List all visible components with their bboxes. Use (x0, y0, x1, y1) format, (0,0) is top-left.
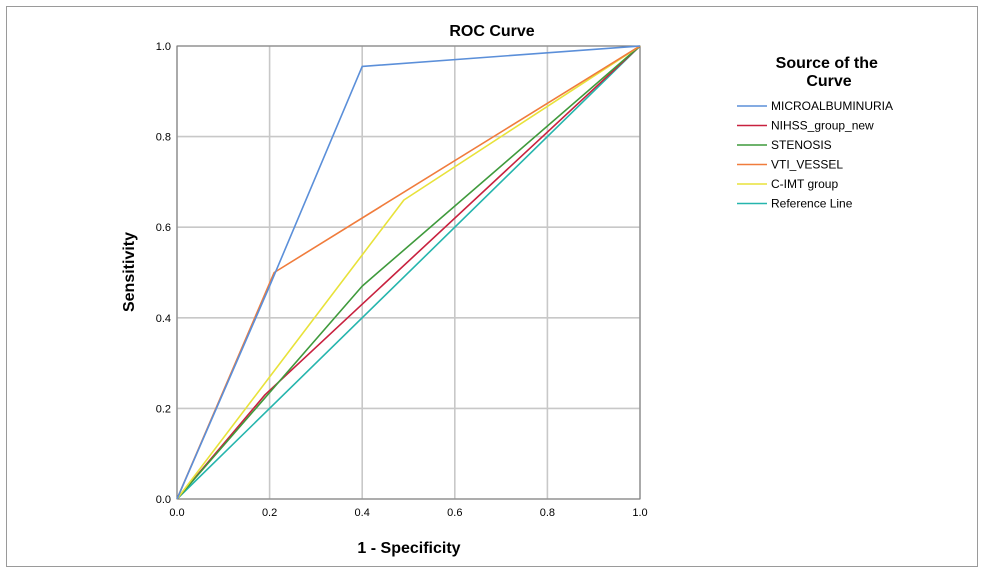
x-tick-label: 0.2 (262, 507, 277, 519)
chart-title: ROC Curve (449, 23, 534, 40)
chart-frame (6, 6, 978, 567)
x-axis-title: 1 - Specificity (357, 540, 460, 557)
legend-label: MICROALBUMINURIA (771, 99, 893, 113)
series-line-stenosis (176, 45, 641, 500)
series-line-reference-line (176, 45, 641, 500)
legend-label: NIHSS_group_new (771, 119, 874, 133)
legend-title-line-1: Source of the Curve (776, 55, 883, 90)
legend-label: VTI_VESSEL (771, 158, 843, 172)
series-lines (176, 45, 641, 500)
legend-items: MICROALBUMINURIA NIHSS_group_new STENOSIS V… (737, 99, 893, 211)
x-tick-label: 0.4 (355, 507, 370, 519)
y-tick-label: 0.6 (156, 222, 171, 234)
x-tick-label: 0.6 (447, 507, 462, 519)
legend: Source of the Curve MICROALBUMINURIA NIHS… (737, 55, 893, 211)
series-line-microalbuminuria (176, 45, 641, 500)
plot-border (176, 45, 641, 500)
legend-label: C-IMT group (771, 177, 838, 191)
x-tick-label: 0.8 (540, 507, 555, 519)
x-tick-label: 0.0 (169, 507, 184, 519)
x-tick-label: 1.0 (632, 507, 647, 519)
series-line-nihss-group-new (176, 45, 641, 500)
axis-ticks: 0.0 0.2 0.4 0.6 0.8 1.0 0.0 0.2 0.4 0.6 0.8 1.0 (156, 41, 648, 519)
y-tick-label: 0.2 (156, 403, 171, 415)
y-tick-label: 0.0 (156, 494, 171, 506)
legend-label: Reference Line (771, 197, 853, 211)
y-axis-title: Sensitivity (121, 232, 138, 312)
y-tick-label: 0.8 (156, 132, 171, 144)
y-tick-label: 0.4 (156, 313, 171, 325)
legend-label: STENOSIS (771, 138, 832, 152)
y-tick-label: 1.0 (156, 41, 171, 53)
series-line-c-imt-group (176, 45, 641, 500)
